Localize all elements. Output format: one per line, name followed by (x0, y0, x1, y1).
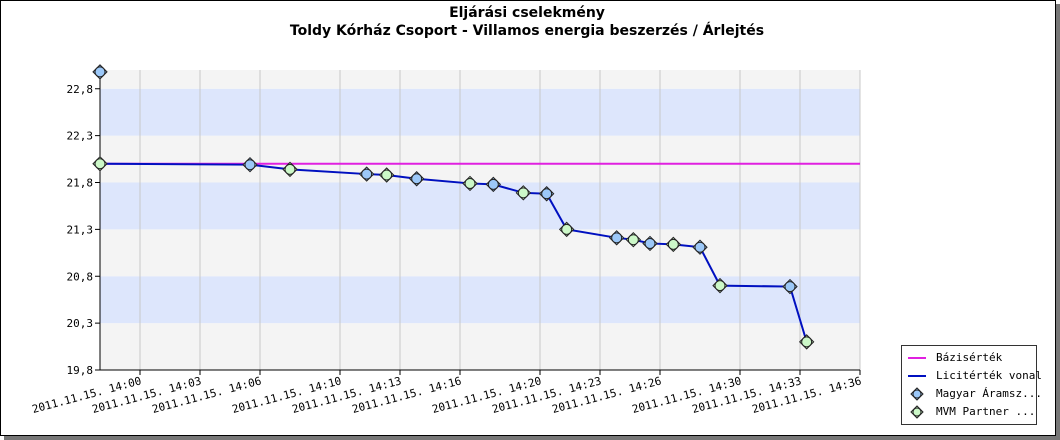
data-point-marker-core (361, 168, 373, 180)
legend-line-icon (908, 351, 926, 365)
data-point-marker-core (694, 241, 706, 253)
y-tick-label: 22,3 (67, 130, 94, 143)
plot-band (100, 135, 860, 183)
y-tick-label: 22,8 (67, 83, 94, 96)
data-point-marker-core (561, 223, 573, 235)
data-point-marker-core (381, 169, 393, 181)
chart-title-block: Eljárási cselekmény Toldy Kórház Csoport… (0, 4, 1054, 40)
data-point-marker-core (284, 163, 296, 175)
plot-band (100, 323, 860, 370)
legend-item: Bázisérték (908, 351, 1032, 365)
plot-band (100, 88, 860, 136)
legend-label: Magyar Áramsz... (936, 387, 1042, 400)
legend-label: Licitérték vonal (936, 369, 1042, 382)
data-point-marker-core (801, 336, 813, 348)
plot-band (100, 182, 860, 230)
y-tick-label: 19,8 (67, 364, 94, 377)
y-tick-label: 21,8 (67, 177, 94, 190)
y-tick-label: 20,3 (67, 317, 94, 330)
chart-subtitle: Toldy Kórház Csoport - Villamos energia … (289, 23, 765, 39)
data-point-marker-core (94, 66, 106, 78)
legend-item: MVM Partner ... (908, 405, 1036, 419)
data-point-marker-core (517, 187, 529, 199)
data-point-marker-core (627, 234, 639, 246)
data-point-marker-core (611, 232, 623, 244)
data-point-marker-core (644, 237, 656, 249)
legend-item: Licitérték vonal (908, 369, 1042, 383)
data-point-marker-core (541, 188, 553, 200)
data-point-marker-core (667, 238, 679, 250)
data-point-marker-core (784, 281, 796, 293)
data-point-marker-core (714, 280, 726, 292)
legend-marker-icon (908, 405, 926, 419)
data-point-marker-core (411, 173, 423, 185)
plot-band (100, 229, 860, 277)
chart-title: Eljárási cselekmény (449, 5, 605, 21)
y-tick-label: 21,3 (67, 223, 94, 236)
legend-line-icon (908, 369, 926, 383)
plot-band (100, 276, 860, 324)
legend-marker-icon (908, 387, 926, 401)
y-tick-label: 20,8 (67, 270, 94, 283)
legend-label: Bázisérték (936, 351, 1003, 364)
data-point-marker-core (487, 178, 499, 190)
data-point-marker-core (94, 158, 106, 170)
legend-item: Magyar Áramsz... (908, 387, 1042, 401)
data-point-marker-core (464, 177, 476, 189)
legend: Bázisérték Licitérték vonal Magyar Áramsz.… (901, 345, 1042, 425)
plot-band (100, 70, 860, 89)
data-point-marker-core (244, 159, 256, 171)
legend-label: MVM Partner ... (936, 405, 1036, 418)
